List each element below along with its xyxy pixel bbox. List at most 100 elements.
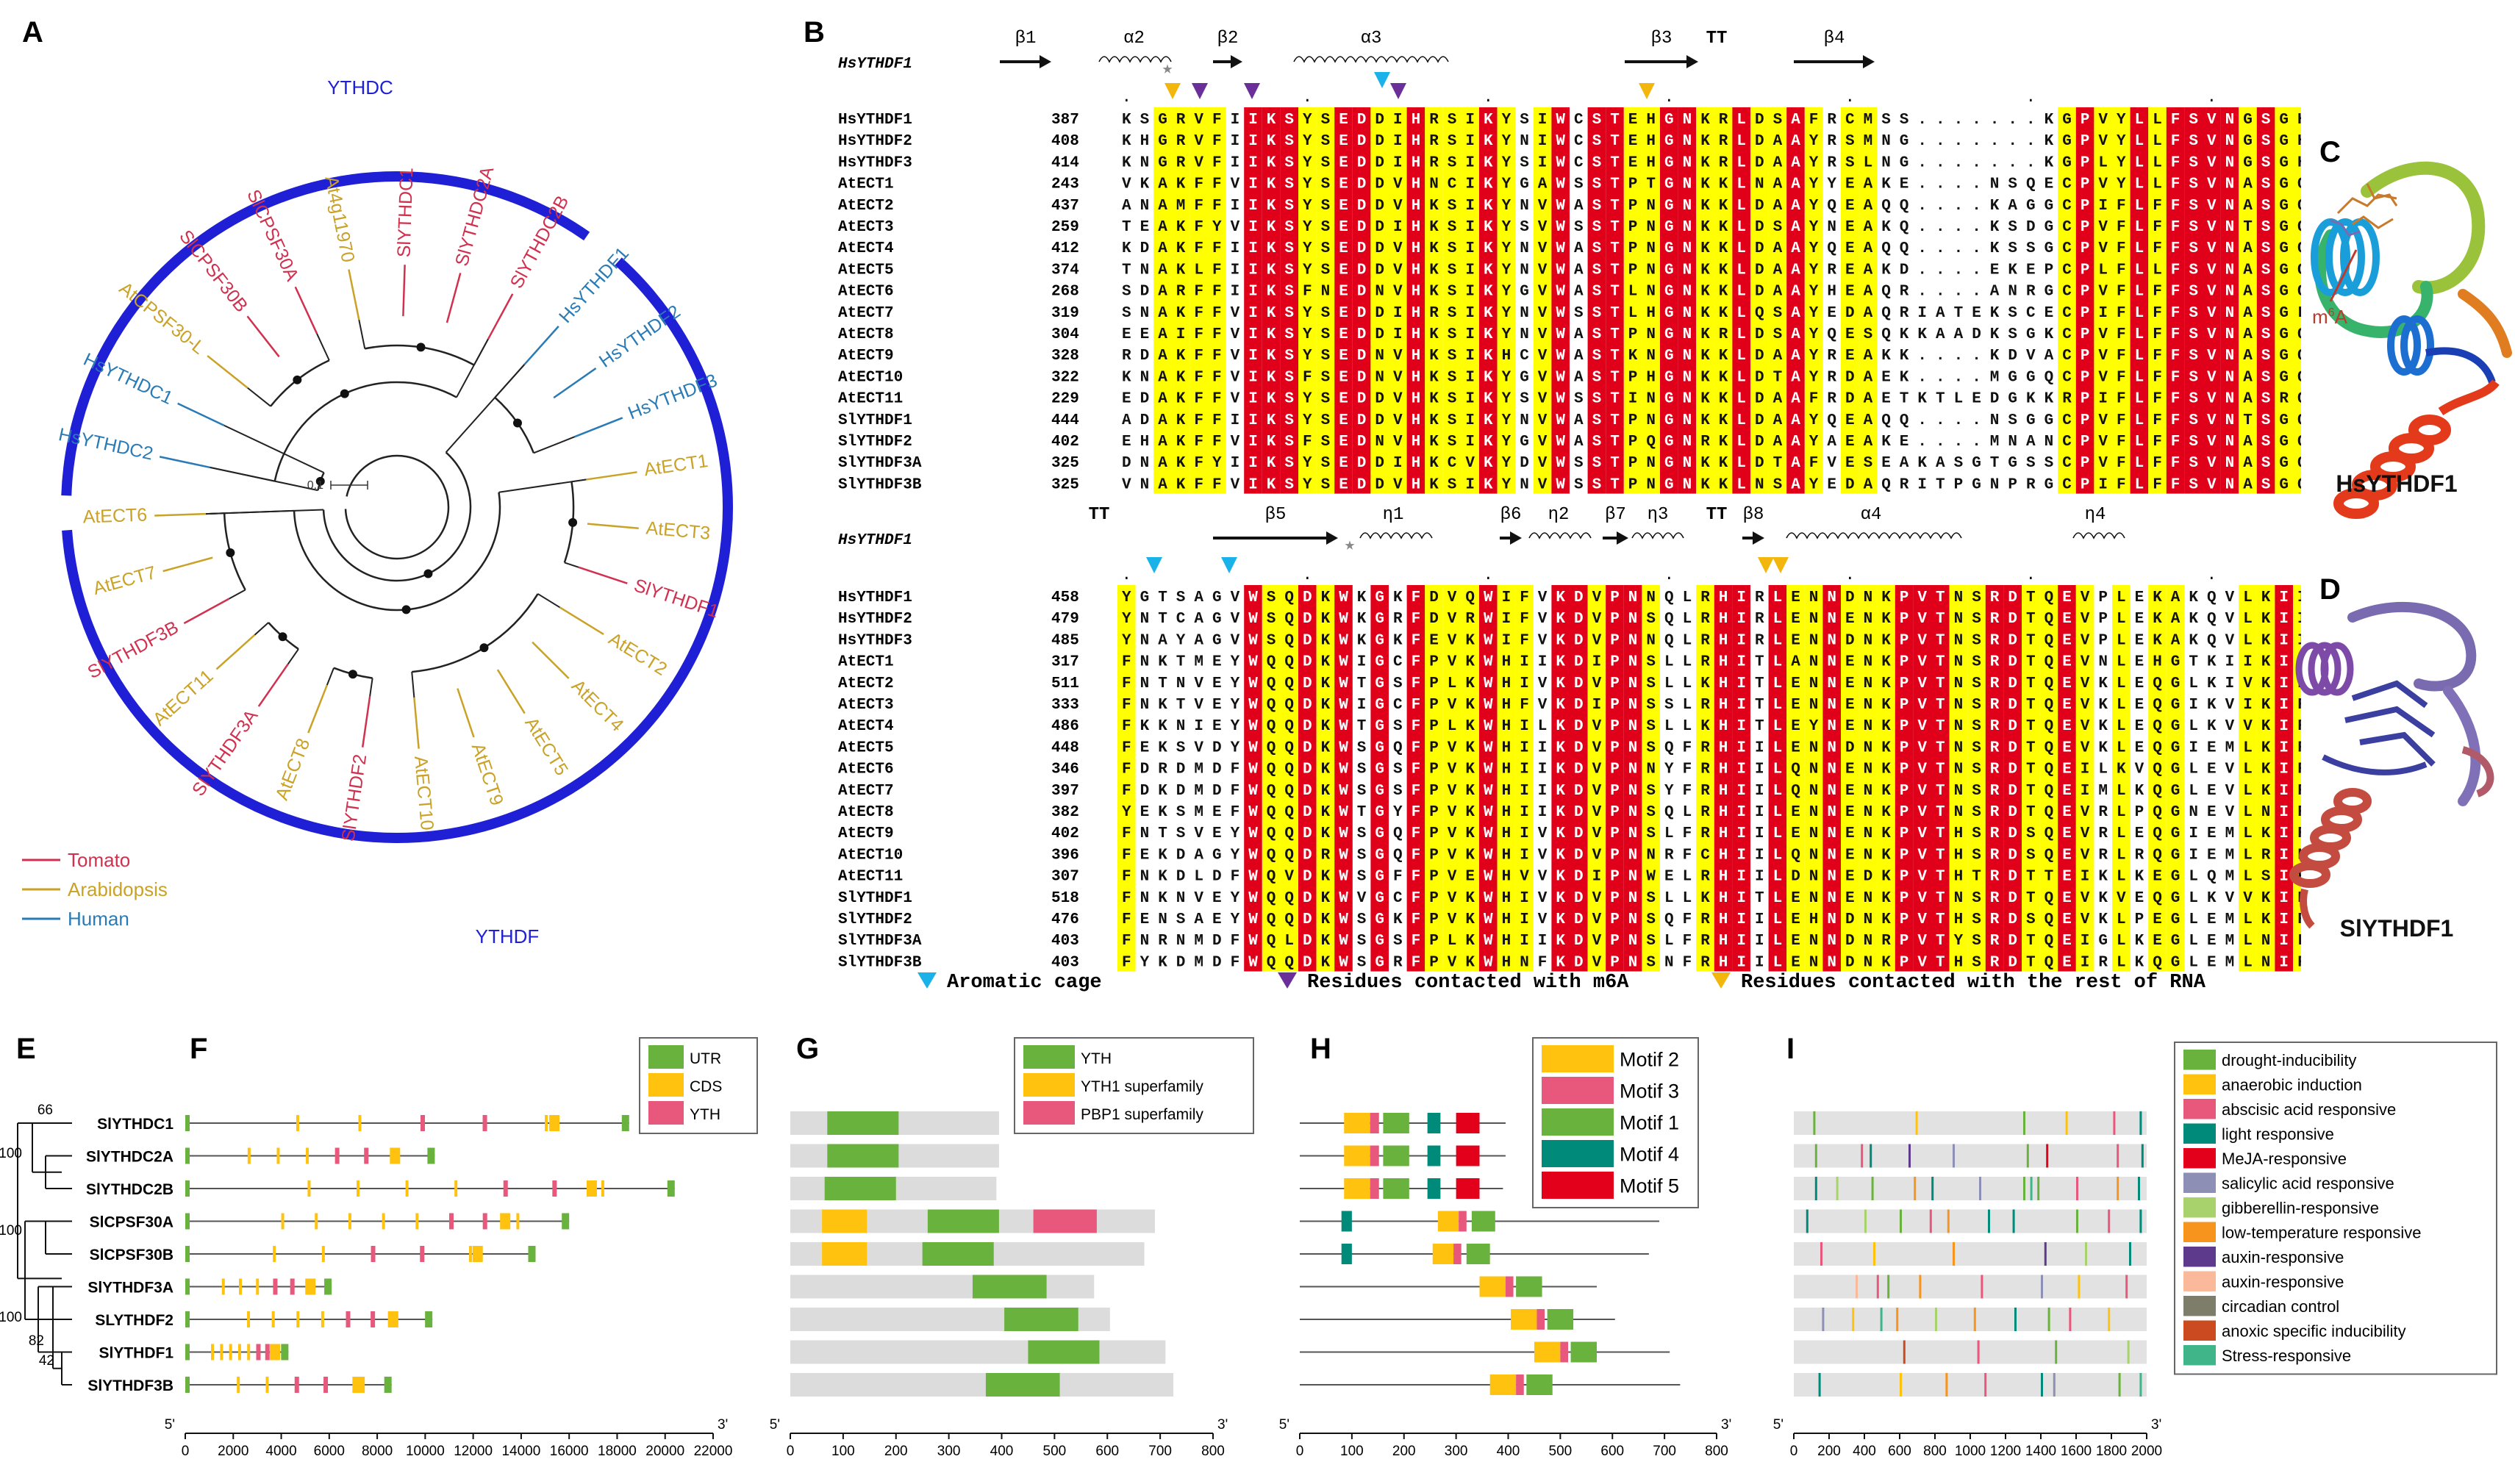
- alignment-conserved-column: [1244, 585, 1262, 972]
- alignment-residue: S: [1284, 133, 1294, 150]
- alignment-residue: .: [2026, 154, 2036, 171]
- alignment-residue: N: [1990, 476, 2000, 493]
- alignment-residue: V: [2098, 434, 2108, 451]
- alignment-seq-name: AtECT4: [838, 718, 894, 735]
- alignment-residue: L: [1664, 890, 1674, 907]
- alignment-residue: N: [1628, 825, 1638, 842]
- alignment-residue: L: [1284, 933, 1294, 950]
- alignment-residue: F: [2171, 284, 2180, 301]
- alignment-residue: K: [1465, 654, 1475, 671]
- alignment-residue: S: [1773, 219, 1783, 236]
- alignment-residue: V: [2207, 348, 2217, 365]
- alignment-residue: Y: [1212, 455, 1222, 472]
- alignment-residue: F: [2171, 198, 2180, 215]
- alignment-residue: D: [1303, 933, 1312, 950]
- structure-slythdf1: [2289, 601, 2494, 929]
- alignment-residue: L: [1664, 675, 1674, 692]
- secondary-structure-label: β5: [1265, 505, 1287, 525]
- alignment-residue: A: [1574, 434, 1584, 451]
- alignment-residue: R: [2279, 391, 2289, 408]
- tree-node: [340, 389, 349, 398]
- alignment-residue: E: [2062, 611, 2072, 628]
- cis-element-mark: [2026, 1144, 2029, 1168]
- alignment-residue: F: [2297, 739, 2301, 756]
- alignment-residue: E: [2062, 933, 2072, 950]
- alignment-residue: G: [2171, 890, 2180, 907]
- alignment-residue: A: [1827, 434, 1836, 451]
- alignment-residue: S: [1176, 825, 1186, 842]
- alignment-residue: L: [2117, 911, 2126, 928]
- alignment-residue: E: [1628, 112, 1638, 129]
- cis-element-legend-label: salicylic acid responsive: [2222, 1175, 2394, 1193]
- cis-element-axis-label: 1200: [1990, 1444, 2021, 1459]
- alignment-residue: G: [2279, 240, 2289, 257]
- alignment-residue: Y: [1502, 284, 1511, 301]
- alignment-residue: T: [1610, 305, 1620, 322]
- alignment-residue: G: [1664, 434, 1674, 451]
- cis-element-mark: [1984, 1373, 1987, 1397]
- alignment-residue: E: [1791, 804, 1800, 821]
- alignment-residue: N: [2225, 455, 2235, 472]
- alignment-residue: D: [1140, 348, 1150, 365]
- alignment-residue: F: [2297, 890, 2301, 907]
- cis-element-mark: [2117, 1144, 2119, 1168]
- alignment-residue: E: [1339, 391, 1348, 408]
- promoter-backbone: [1794, 1275, 2147, 1299]
- alignment-residue: Y: [1502, 326, 1511, 343]
- gene-utr: [185, 1344, 190, 1361]
- alignment-residue: D: [1574, 697, 1584, 714]
- alignment-residue: S: [1646, 911, 1656, 928]
- cis-element-mark: [1953, 1242, 1955, 1266]
- alignment-residue: N: [1864, 911, 1873, 928]
- alignment-residue: D: [1357, 133, 1367, 150]
- alignment-residue: N: [1954, 654, 1964, 671]
- alignment-residue: T: [1610, 219, 1620, 236]
- alignment-residue: L: [1628, 305, 1638, 322]
- alignment-residue: K: [1267, 434, 1276, 451]
- tree-branch: [207, 355, 248, 389]
- alignment-residue: L: [2135, 305, 2144, 322]
- alignment-residue: H: [1719, 911, 1728, 928]
- alignment-residue: Q: [2153, 890, 2162, 907]
- alignment-residue: Q: [1664, 632, 1674, 649]
- alignment-residue: I: [1520, 718, 1529, 735]
- alignment-residue: L: [1448, 718, 1457, 735]
- alignment-residue: I: [2098, 476, 2108, 493]
- alignment-residue: K: [1917, 391, 1927, 408]
- alignment-residue: K: [1465, 890, 1475, 907]
- alignment-residue: K: [2261, 697, 2271, 714]
- alignment-residue: F: [1194, 348, 1203, 365]
- alignment-residue: C: [1393, 654, 1403, 671]
- alignment-residue: S: [1176, 804, 1186, 821]
- alignment-residue: Q: [2044, 825, 2054, 842]
- alignment-residue: R: [1990, 739, 2000, 756]
- alignment-residue: I: [2098, 391, 2108, 408]
- alignment-residue: K: [1556, 761, 1565, 778]
- alignment-residue: Q: [1791, 847, 1800, 864]
- alignment-residue: V: [1465, 455, 1475, 472]
- alignment-residue: K: [1176, 348, 1186, 365]
- alignment-residue: F: [1683, 847, 1692, 864]
- alignment-residue: K: [1719, 176, 1728, 193]
- alignment-residue: S: [1357, 847, 1367, 864]
- alignment-residue: V: [2098, 133, 2108, 150]
- motif-block: [1456, 1178, 1480, 1199]
- gene-yth-exon: [371, 1311, 376, 1327]
- alignment-similar-column: [1714, 107, 1733, 494]
- alignment-residue: L: [2243, 589, 2253, 606]
- alignment-residue: D: [1755, 348, 1764, 365]
- alignment-residue: S: [1592, 240, 1602, 257]
- tree-branch: [574, 417, 623, 438]
- tree-internal-branch: [254, 622, 269, 636]
- gene-cds-exon: [354, 1377, 365, 1393]
- alignment-residue: T: [1990, 455, 2000, 472]
- alignment-residue: K: [2153, 611, 2162, 628]
- alignment-residue: I: [1465, 154, 1475, 171]
- alignment-seq-name: AtECT6: [838, 761, 894, 778]
- cis-element-mark: [1903, 1340, 1906, 1364]
- alignment-residue: D: [1303, 825, 1312, 842]
- alignment-residue: K: [1321, 697, 1331, 714]
- alignment-residue: N: [2225, 176, 2235, 193]
- tree-branch: [457, 688, 475, 738]
- alignment-residue: Y: [1827, 176, 1836, 193]
